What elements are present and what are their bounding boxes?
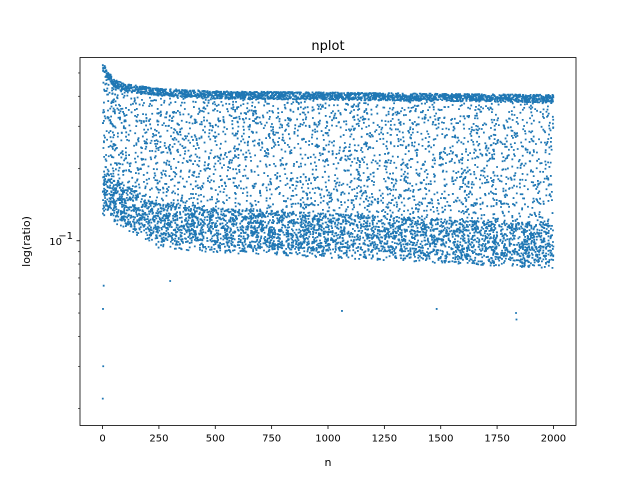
- y-axis: 10−1: [49, 72, 80, 409]
- chart-title: nplot: [311, 39, 344, 54]
- x-axis: 0 250 500 750 1000 1250 1500 1750 2000: [99, 425, 566, 445]
- y-tick-exponent: −1: [58, 231, 73, 242]
- scatter-points: [101, 64, 555, 400]
- x-tick-label: 1500: [428, 434, 453, 445]
- x-tick-label: 500: [206, 434, 225, 445]
- y-tick-label: 10: [49, 237, 62, 248]
- x-tick-label: 0: [99, 434, 105, 445]
- x-tick-label: 2000: [541, 434, 566, 445]
- x-tick-label: 250: [149, 434, 168, 445]
- x-axis-label: n: [325, 456, 332, 469]
- scatter-point-cloud: [101, 64, 555, 400]
- x-tick-label: 1000: [315, 434, 340, 445]
- x-tick-label: 1750: [484, 434, 509, 445]
- x-tick-label: 1250: [372, 434, 397, 445]
- x-tick-label: 750: [262, 434, 281, 445]
- y-axis-label: log(ratio): [20, 216, 33, 267]
